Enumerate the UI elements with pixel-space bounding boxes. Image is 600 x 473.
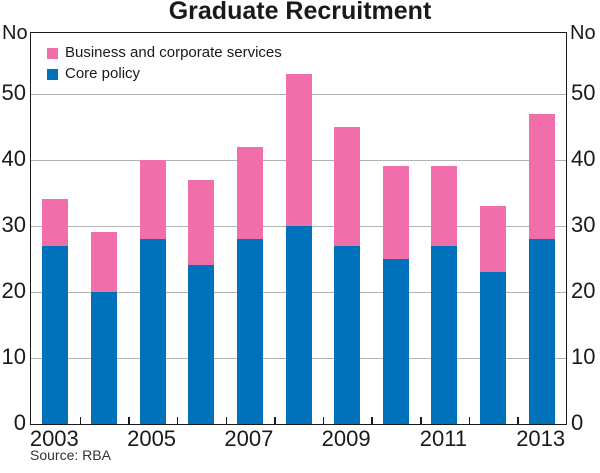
legend-label: Core policy	[65, 65, 141, 82]
x-tick-label-2011: 2011	[419, 426, 468, 451]
y-tick-label-left-40: 40	[1, 145, 26, 171]
y-tick-label-left-30: 30	[1, 211, 26, 237]
bar-segment-2003-core-policy	[42, 245, 69, 424]
bar-segment-2009-core-policy	[334, 245, 361, 424]
bar-segment-2008-business-and-corporate-services	[285, 73, 312, 226]
y-tick-label-right-0: 0	[571, 410, 584, 435]
legend-item-core-policy: Core policy	[47, 66, 282, 82]
legend-item-business-and-corporate-services: Business and corporate services	[47, 45, 282, 61]
bar-segment-2004-business-and-corporate-services	[90, 232, 117, 292]
x-axis-tick	[517, 417, 519, 424]
x-tick-label-2007: 2007	[224, 426, 274, 451]
x-tick-label-2009: 2009	[321, 426, 371, 451]
y-tick-label-left-20: 20	[1, 277, 26, 303]
bar-segment-2013-core-policy	[528, 239, 555, 424]
bar-segment-2007-core-policy	[236, 239, 263, 424]
bar-segment-2011-business-and-corporate-services	[431, 166, 458, 246]
legend-swatch	[47, 68, 58, 80]
bar-segment-2009-business-and-corporate-services	[334, 126, 361, 246]
x-tick-label-2003: 2003	[29, 426, 79, 451]
y-tick-label-right-40: 40	[571, 145, 596, 171]
bar-segment-2004-core-policy	[90, 291, 117, 424]
bar-segment-2005-core-policy	[139, 239, 166, 424]
x-axis-tick	[79, 417, 82, 424]
bar-segment-2005-business-and-corporate-services	[139, 159, 166, 240]
x-axis-tick	[176, 417, 179, 424]
legend: Business and corporate services Core poli…	[47, 45, 282, 87]
y-tick-label-right-20: 20	[571, 277, 596, 303]
y-tick-label-left-50: 50	[1, 79, 26, 105]
source-note: Source: RBA	[30, 447, 111, 463]
bar-segment-2012-business-and-corporate-services	[480, 206, 507, 273]
bar-segment-2011-core-policy	[431, 245, 458, 424]
bar-segment-2006-core-policy	[188, 265, 215, 424]
bar-segment-2012-core-policy	[480, 272, 507, 424]
bar-segment-2006-business-and-corporate-services	[188, 179, 215, 266]
x-axis-tick	[420, 417, 422, 424]
x-axis-tick	[128, 417, 130, 424]
y-tick-label-right-30: 30	[571, 211, 596, 237]
x-tick-label-2013: 2013	[516, 426, 566, 451]
x-tick-label-2005: 2005	[127, 426, 177, 451]
y-tick-label-right-10: 10	[571, 343, 596, 369]
x-axis-tick	[322, 417, 325, 424]
y-axis-unit-right: No	[570, 22, 596, 44]
legend-label: Business and corporate services	[65, 44, 282, 61]
bar-segment-2010-business-and-corporate-services	[382, 166, 409, 259]
y-tick-label-left-0: 0	[13, 410, 26, 435]
y-axis-unit-left: No	[2, 22, 28, 44]
plot-area: Business and corporate services Core poli…	[30, 32, 567, 425]
bar-segment-2013-business-and-corporate-services	[528, 113, 555, 240]
y-tick-label-left-10: 10	[1, 343, 26, 369]
chart-title: Graduate Recruitment	[168, 0, 432, 25]
legend-swatch	[47, 47, 58, 59]
bar-segment-2003-business-and-corporate-services	[42, 199, 69, 246]
y-tick-label-right-50: 50	[571, 79, 596, 105]
bar-segment-2007-business-and-corporate-services	[236, 146, 263, 240]
bar-segment-2010-core-policy	[382, 258, 409, 424]
x-axis-tick	[371, 417, 373, 424]
x-axis-tick	[468, 417, 471, 424]
bar-segment-2008-core-policy	[285, 225, 312, 424]
x-axis-tick	[274, 417, 276, 424]
x-axis-tick	[225, 417, 228, 424]
